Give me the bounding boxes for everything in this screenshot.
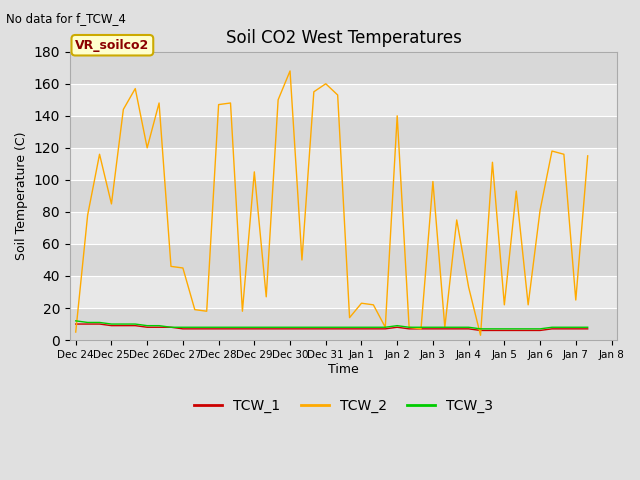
Bar <box>70 116 618 148</box>
Text: No data for f_TCW_4: No data for f_TCW_4 <box>6 12 126 25</box>
Title: Soil CO2 West Temperatures: Soil CO2 West Temperatures <box>226 29 461 48</box>
Bar <box>70 52 618 84</box>
X-axis label: Time: Time <box>328 362 359 375</box>
Y-axis label: Soil Temperature (C): Soil Temperature (C) <box>15 132 28 260</box>
Text: VR_soilco2: VR_soilco2 <box>76 39 150 52</box>
Bar <box>70 244 618 276</box>
Bar <box>70 276 618 308</box>
Bar <box>70 84 618 116</box>
Bar <box>70 148 618 180</box>
Bar <box>70 308 618 340</box>
Bar <box>70 180 618 212</box>
Bar <box>70 212 618 244</box>
Legend: TCW_1, TCW_2, TCW_3: TCW_1, TCW_2, TCW_3 <box>188 393 499 419</box>
